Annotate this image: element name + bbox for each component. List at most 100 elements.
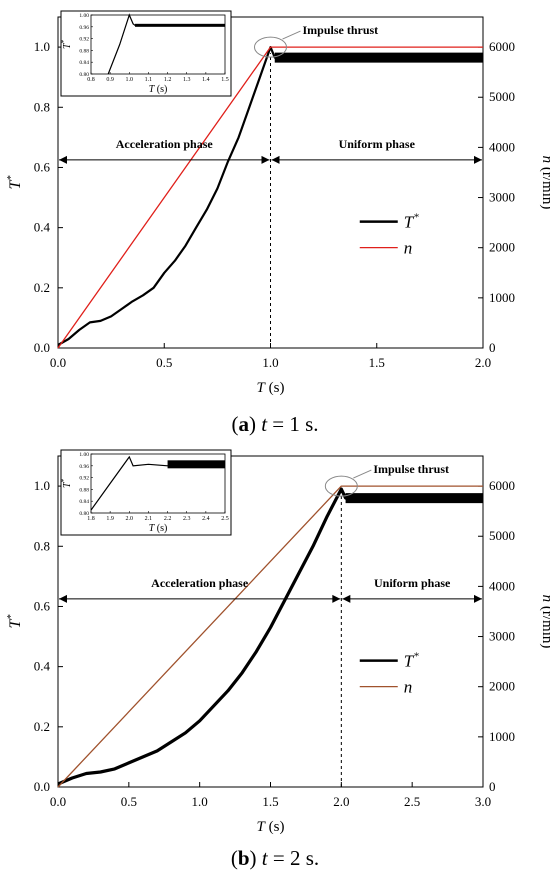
y-right-tick-label: 0	[489, 340, 496, 355]
figure-caption: (a) t = 1 s.	[231, 412, 318, 436]
y-left-tick-label: 0.0	[34, 779, 50, 794]
inset-x-tick-label: 0.9	[106, 77, 114, 83]
x-tick-label: 1.5	[262, 794, 278, 809]
series-oscillation-band	[345, 493, 483, 504]
inset-x-tick-label: 2.3	[183, 516, 191, 522]
impulse-leader	[282, 30, 301, 40]
phase-label-uniform: Uniform phase	[374, 576, 451, 590]
phase-label-uniform: Uniform phase	[339, 137, 416, 151]
x-tick-label: 3.0	[475, 794, 491, 809]
y-left-tick-label: 0.2	[34, 280, 50, 295]
inset-y-axis-label: T*	[60, 478, 73, 488]
inset-x-tick-label: 1.5	[221, 77, 229, 83]
chart-panel-b: 0.0 0.5 1.0 1.5 2.0 2.5 3.00.00.20.40.60.81.00…	[6, 449, 550, 870]
inset-y-tick-label: 0.92	[79, 37, 89, 43]
y-left-tick-label: 1.0	[34, 478, 50, 493]
arrow-acceleration-head-right	[332, 594, 341, 603]
arrow-uniform-head-left	[271, 155, 280, 164]
impulse-leader	[353, 469, 372, 479]
inset-y-tick-label: 0.96	[79, 464, 89, 470]
inset-x-tick-label: 1.2	[164, 77, 172, 83]
x-tick-label: 1.0	[262, 355, 278, 370]
series-line-thrust	[57, 487, 483, 786]
y-right-tick-label: 6000	[489, 478, 515, 493]
y-right-tick-label: 5000	[489, 528, 515, 543]
inset-chart: 1.8 1.9 2.0 2.1 2.2 2.3 2.4 2.5 0.80 0.84 0.88 0.92…	[60, 449, 232, 536]
impulse-label: Impulse thrust	[373, 462, 449, 476]
inset-x-tick-label: 1.1	[145, 77, 153, 83]
y-left-tick-label: 0.6	[34, 159, 51, 174]
impulse-label: Impulse thrust	[303, 23, 379, 37]
legend-label: T*	[404, 651, 419, 671]
y-left-tick-label: 0.0	[34, 340, 50, 355]
inset-y-tick-label: 0.88	[79, 487, 89, 493]
series-line-speed	[57, 485, 483, 788]
inset-x-tick-label: 1.9	[106, 516, 114, 522]
inset-x-tick-label: 1.3	[183, 77, 191, 83]
x-tick-label: 0.5	[121, 794, 137, 809]
legend-label: n	[404, 678, 413, 697]
y-right-tick-label: 2000	[489, 240, 515, 255]
arrow-acceleration-head-right	[261, 155, 270, 164]
inset-x-tick-label: 2.2	[164, 516, 172, 522]
y-right-axis-label: n (r/min)	[539, 595, 550, 649]
y-right-tick-label: 1000	[489, 729, 515, 744]
y-left-tick-label: 0.8	[34, 99, 50, 114]
y-right-tick-label: 0	[489, 779, 496, 794]
arrow-acceleration-head-left	[59, 594, 67, 603]
y-right-axis-label: n (r/min)	[539, 156, 550, 210]
y-left-axis-label: T*	[6, 176, 24, 190]
figure-caption: (b) t = 2 s.	[231, 846, 319, 870]
impulse-marker	[324, 475, 358, 497]
inset-x-axis-label: T (s)	[149, 84, 168, 95]
y-right-tick-label: 6000	[489, 39, 515, 54]
chart-panel-a: 0.0 0.5 1.0 1.5 2.00.00.20.40.60.81.00100020…	[6, 10, 550, 436]
inset-y-tick-label: 1.00	[79, 13, 89, 19]
inset-x-tick-label: 2.4	[202, 516, 210, 522]
y-left-tick-label: 0.2	[34, 719, 50, 734]
series-line-thrust	[57, 45, 483, 346]
x-axis-label: T (s)	[257, 819, 285, 835]
x-axis-label: T (s)	[257, 380, 285, 396]
x-tick-label: 0.5	[156, 355, 172, 370]
inset-x-tick-label: 2.1	[145, 516, 153, 522]
inset-x-tick-label: 1.8	[87, 516, 95, 522]
inset-y-tick-label: 0.80	[79, 511, 89, 517]
x-tick-label: 2.0	[333, 794, 349, 809]
y-left-tick-label: 1.0	[34, 39, 50, 54]
inset-y-axis-label: T*	[60, 39, 73, 49]
y-left-axis-label: T*	[6, 615, 24, 629]
x-tick-label: 2.5	[404, 794, 420, 809]
inset-oscillation-band	[135, 23, 225, 27]
inset-x-tick-label: 0.8	[87, 77, 95, 83]
impulse-marker	[254, 36, 287, 58]
inset-oscillation-band	[167, 460, 225, 469]
series-oscillation-band	[274, 52, 483, 63]
phase-label-acceleration: Acceleration phase	[116, 137, 214, 151]
inset-x-tick-label: 2.0	[126, 516, 134, 522]
y-right-tick-label: 3000	[489, 190, 515, 205]
inset-y-tick-label: 0.96	[79, 25, 89, 31]
x-tick-label: 1.5	[369, 355, 385, 370]
inset-y-tick-label: 0.92	[79, 476, 89, 482]
inset-y-tick-label: 1.00	[79, 452, 89, 458]
x-tick-label: 0.0	[50, 794, 66, 809]
y-left-tick-label: 0.4	[34, 220, 51, 235]
inset-y-tick-label: 0.84	[79, 499, 89, 505]
arrow-uniform-head-right	[474, 155, 482, 164]
x-tick-label: 2.0	[475, 355, 491, 370]
inset-y-tick-label: 0.88	[79, 48, 89, 54]
arrow-uniform-head-left	[342, 594, 351, 603]
inset-chart: 0.8 0.9 1.0 1.1 1.2 1.3 1.4 1.5 0.80 0.84 0.88 0.92…	[60, 10, 232, 97]
y-right-tick-label: 1000	[489, 290, 515, 305]
inset-frame	[90, 453, 226, 514]
series-line-speed	[57, 46, 483, 349]
inset-x-tick-label: 1.0	[126, 77, 134, 83]
phase-label-acceleration: Acceleration phase	[151, 576, 249, 590]
legend-label: T*	[404, 212, 419, 232]
x-tick-label: 0.0	[50, 355, 66, 370]
arrow-acceleration-head-left	[59, 155, 67, 164]
y-right-tick-label: 5000	[489, 89, 515, 104]
